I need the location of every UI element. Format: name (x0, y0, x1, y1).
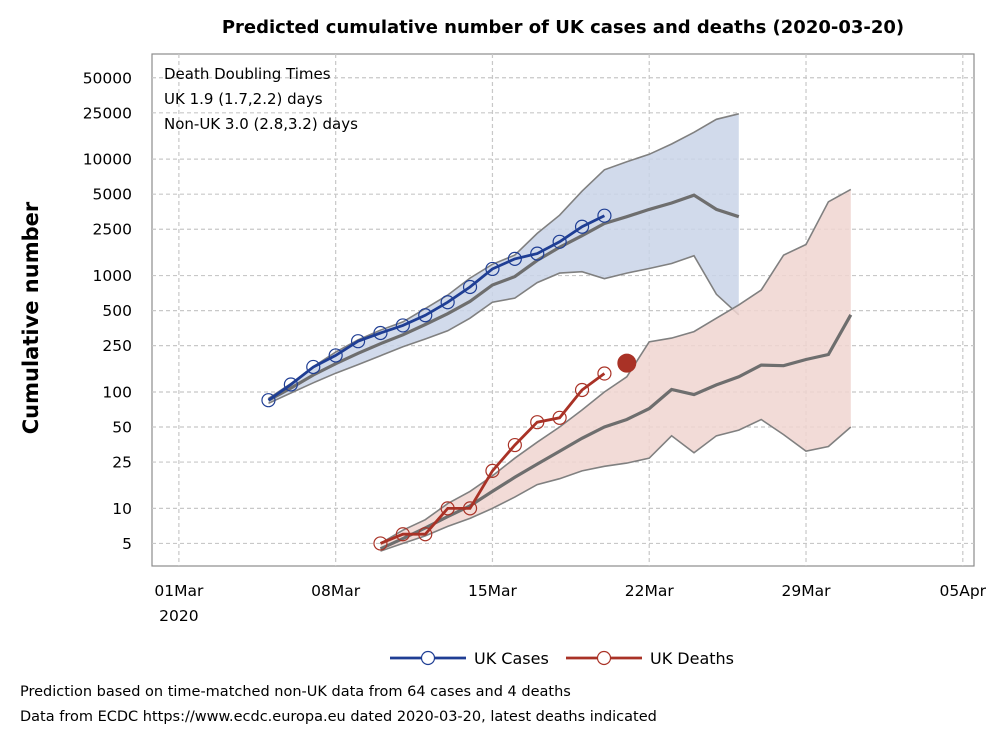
y-tick-label: 25 (112, 454, 132, 472)
footnote-prediction: Prediction based on time-matched non-UK … (20, 684, 571, 700)
series-line (267, 214, 606, 402)
data-point (283, 377, 298, 392)
annotation-line: Non-UK 3.0 (2.8,3.2) days (164, 115, 358, 133)
x-tick-label: 01Mar (154, 582, 204, 600)
data-point (552, 234, 567, 249)
latest-death-marker (617, 353, 637, 373)
legend-label: UK Deaths (650, 649, 734, 668)
data-point (350, 334, 366, 349)
y-tick-label: 100 (102, 383, 132, 401)
band-upper-line (268, 113, 739, 400)
plot-area: 5 10 25 50 100 250 500 1000 2500 5000 10000 25000 50… (83, 53, 987, 625)
y-tick-label: 2500 (93, 221, 132, 239)
x-tick-label: 15Mar (468, 582, 518, 600)
data-point (574, 382, 590, 398)
y-tick-label: 10000 (83, 151, 132, 169)
data-point (597, 208, 612, 223)
series-line (379, 372, 606, 545)
y-tick-label: 50 (112, 419, 132, 437)
footnote-source: Data from ECDC https://www.ecdc.europa.e… (20, 709, 657, 725)
band-lower-line (380, 418, 852, 552)
data-point (440, 295, 455, 310)
band-median-line (379, 314, 853, 551)
data-point (552, 410, 567, 425)
data-point (462, 279, 478, 295)
data-point (597, 366, 612, 381)
legend-marker (420, 650, 436, 666)
chart-title: Predicted cumulative number of UK cases … (222, 17, 904, 38)
data-point (328, 348, 343, 363)
y-axis-label: Cumulative number (19, 201, 43, 434)
band-upper-line (380, 188, 852, 545)
y-tick-label: 250 (102, 337, 132, 355)
legend-label: UK Cases (474, 649, 549, 668)
data-point (418, 308, 433, 323)
x-tick-label: 29Mar (782, 582, 832, 600)
data-point (507, 437, 522, 453)
chart: Predicted cumulative number of UK cases … (19, 17, 987, 668)
data-point (530, 246, 545, 261)
prediction-band (380, 189, 851, 552)
data-point (418, 527, 433, 542)
data-point (507, 251, 522, 266)
y-tick-label: 10 (112, 500, 132, 518)
data-point (373, 536, 388, 551)
data-point (395, 527, 410, 542)
band-median-line (267, 193, 740, 402)
data-point (485, 261, 500, 277)
data-point (485, 463, 500, 478)
annotation-line: Death Doubling Times (164, 65, 331, 83)
y-tick-label: 500 (102, 302, 132, 320)
x-tick-sublabel: 2020 (159, 607, 198, 625)
y-tick-label: 50000 (83, 69, 132, 87)
data-point (373, 325, 388, 341)
data-point (306, 359, 321, 375)
data-point (574, 219, 590, 234)
legend: UK Cases UK Deaths (390, 649, 734, 668)
y-tick-label: 1000 (93, 267, 132, 285)
data-point (530, 415, 545, 430)
data-point (261, 393, 276, 408)
legend-marker (596, 650, 612, 666)
data-point (462, 501, 478, 516)
annotation-box: Death Doubling Times UK 1.9 (1.7,2.2) da… (164, 65, 358, 133)
y-tick-label: 25000 (83, 104, 132, 122)
y-tick-label: 5000 (93, 186, 132, 204)
data-point (440, 501, 455, 516)
data-point (395, 318, 410, 333)
annotation-line: UK 1.9 (1.7,2.2) days (164, 90, 323, 108)
x-tick-label: 05Apr (940, 582, 987, 600)
x-tick-label: 08Mar (311, 582, 361, 600)
band-lower-line (268, 254, 740, 405)
y-tick-label: 5 (122, 535, 132, 553)
x-tick-label: 22Mar (625, 582, 675, 600)
